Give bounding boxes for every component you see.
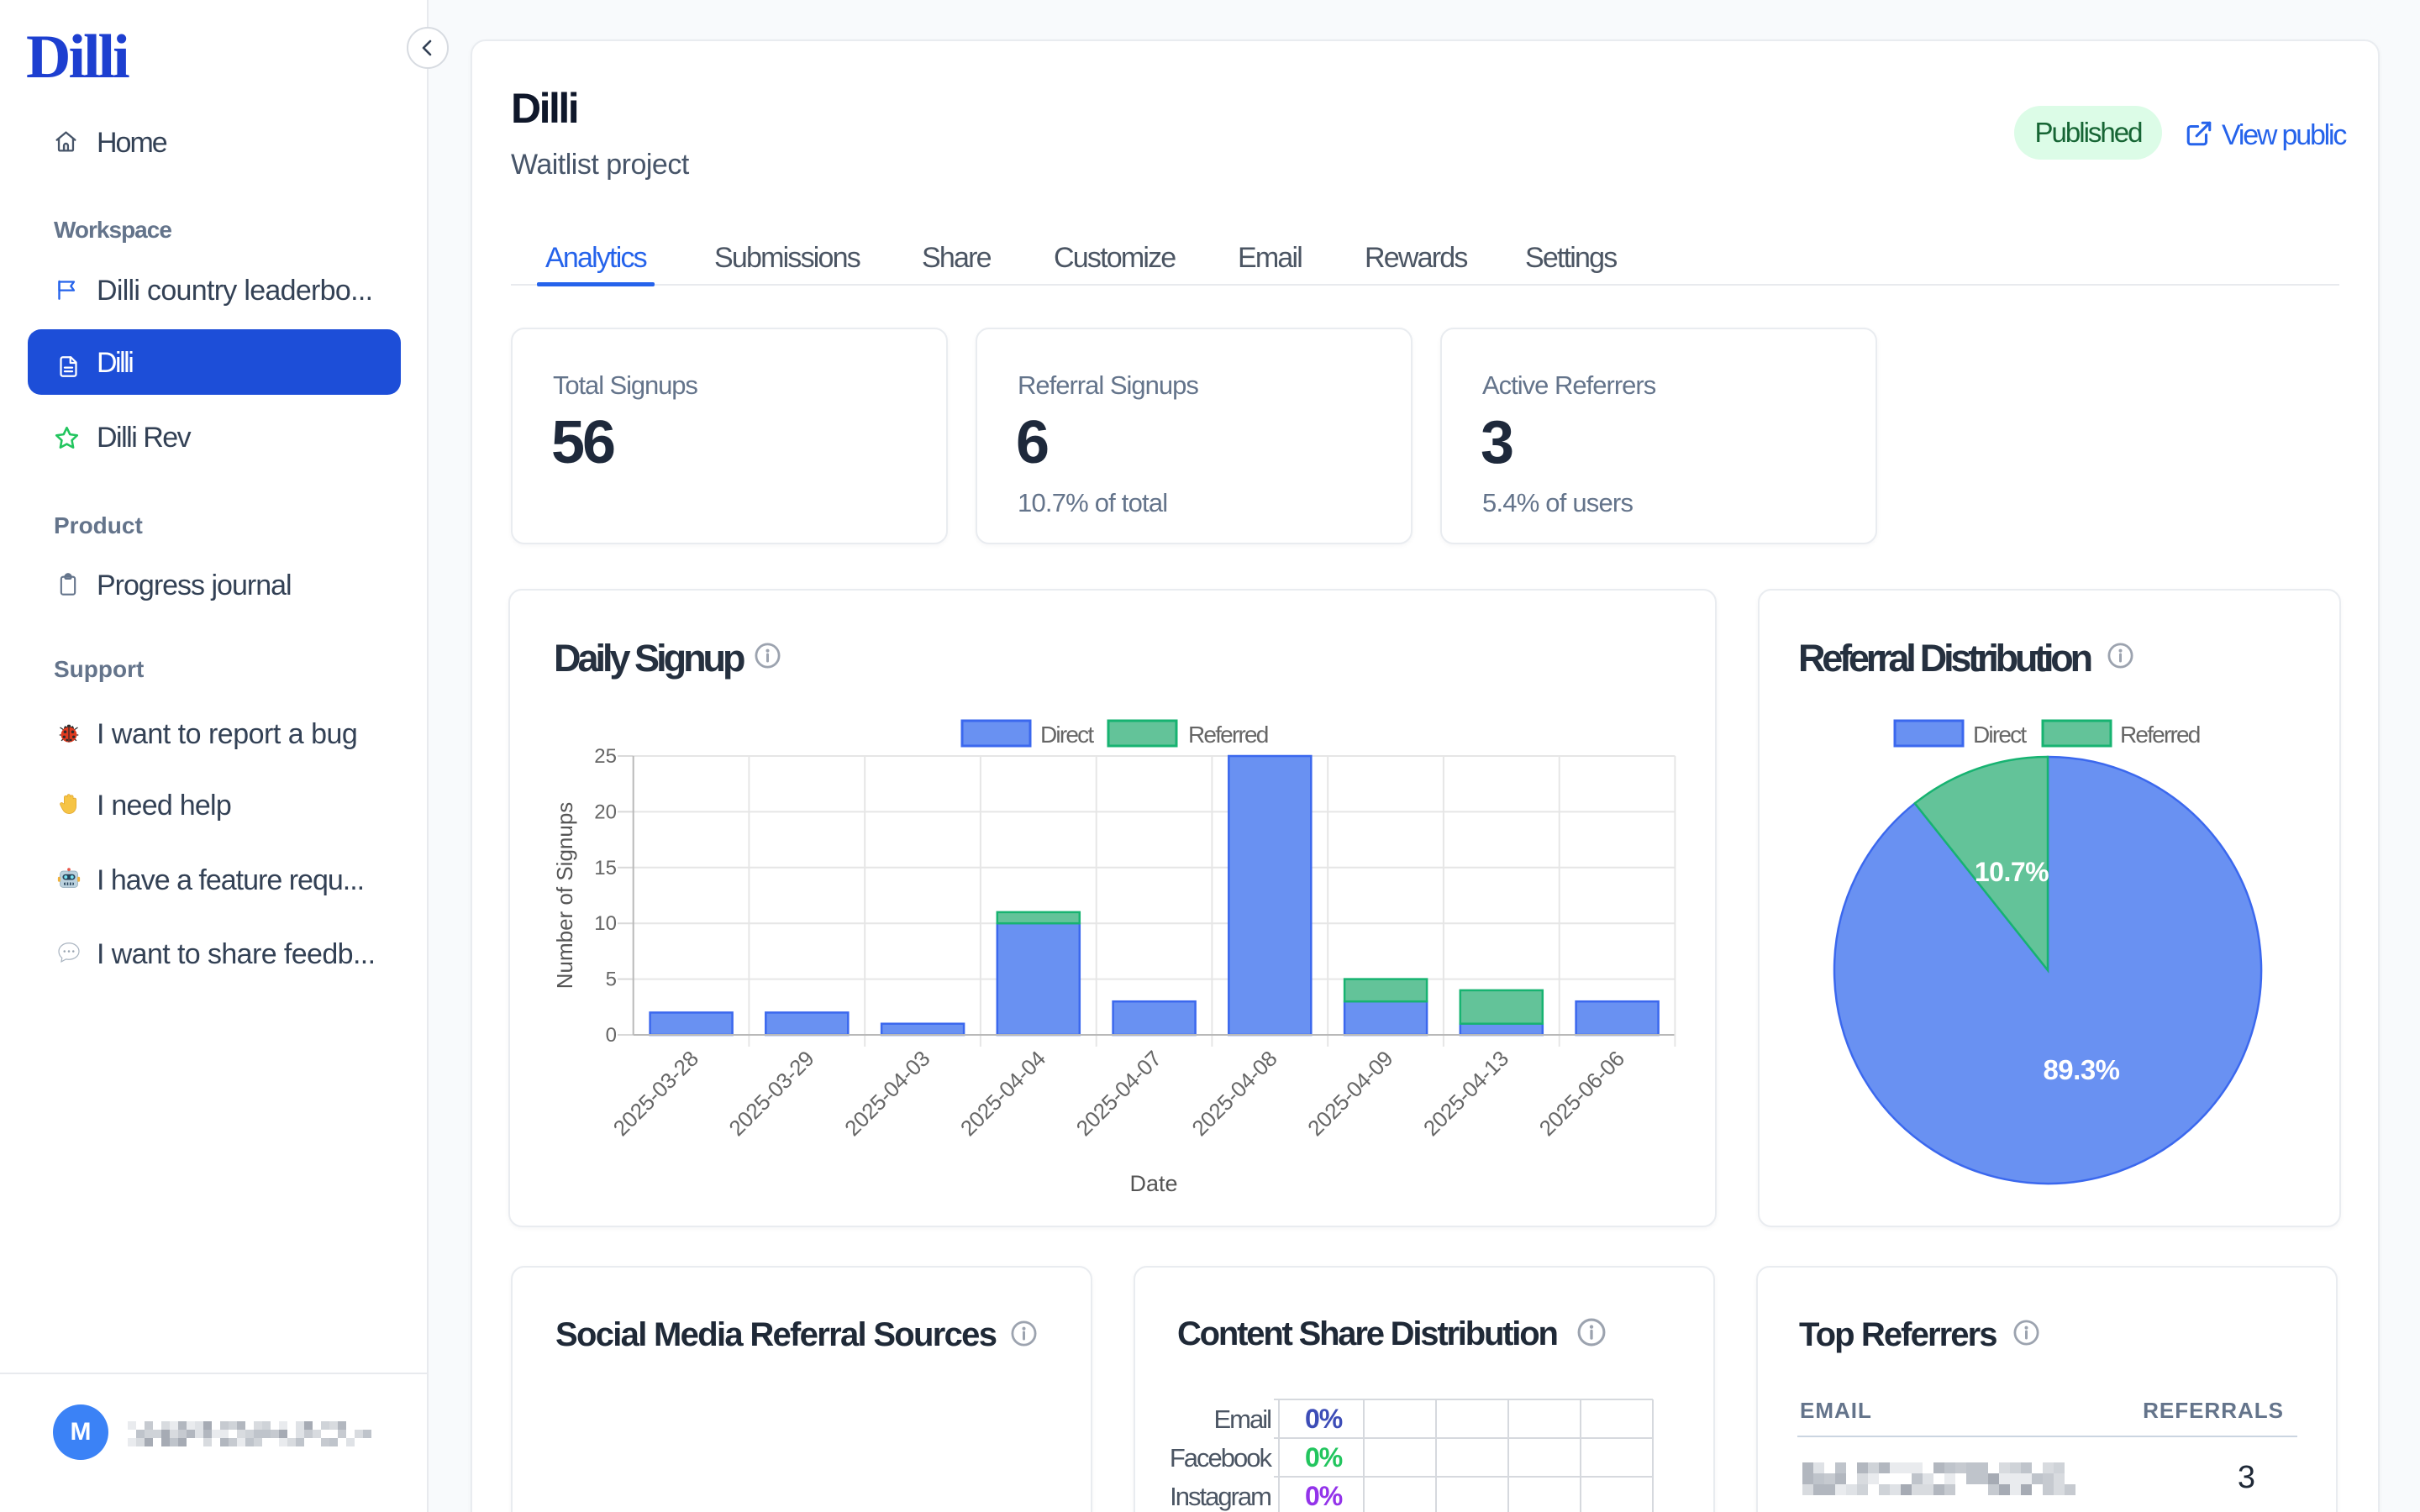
- svg-text:89.3%: 89.3%: [2043, 1054, 2119, 1085]
- svg-text:20: 20: [594, 801, 617, 823]
- svg-text:2025-04-13: 2025-04-13: [1418, 1046, 1513, 1141]
- svg-text:2025-04-07: 2025-04-07: [1071, 1046, 1166, 1141]
- svg-text:2025-04-09: 2025-04-09: [1302, 1046, 1397, 1141]
- svg-text:2025-04-08: 2025-04-08: [1186, 1046, 1281, 1141]
- svg-text:2025-04-04: 2025-04-04: [955, 1046, 1050, 1141]
- svg-text:10: 10: [594, 912, 617, 935]
- svg-text:0%: 0%: [1305, 1442, 1343, 1473]
- svg-text:Direct: Direct: [1040, 722, 1094, 748]
- svg-text:Referred: Referred: [1188, 722, 1268, 748]
- svg-text:0: 0: [606, 1024, 617, 1047]
- svg-text:25: 25: [594, 745, 617, 768]
- svg-text:2025-06-06: 2025-06-06: [1534, 1046, 1629, 1141]
- svg-text:Number of Signups: Number of Signups: [552, 802, 577, 990]
- svg-text:Date: Date: [1129, 1171, 1177, 1196]
- svg-text:0%: 0%: [1305, 1404, 1343, 1434]
- svg-text:5: 5: [606, 969, 617, 991]
- svg-text:15: 15: [594, 857, 617, 879]
- svg-text:2025-03-28: 2025-03-28: [608, 1046, 703, 1141]
- svg-text:Email: Email: [1213, 1404, 1270, 1434]
- svg-text:Direct: Direct: [1973, 722, 2027, 748]
- svg-text:Instagram: Instagram: [1170, 1482, 1270, 1511]
- svg-text:Referred: Referred: [2120, 722, 2200, 748]
- svg-text:0%: 0%: [1305, 1481, 1343, 1511]
- svg-text:10.7%: 10.7%: [1975, 857, 2049, 887]
- svg-text:Facebook: Facebook: [1170, 1443, 1273, 1473]
- svg-text:2025-04-03: 2025-04-03: [839, 1046, 934, 1141]
- svg-text:2025-03-29: 2025-03-29: [723, 1046, 818, 1141]
